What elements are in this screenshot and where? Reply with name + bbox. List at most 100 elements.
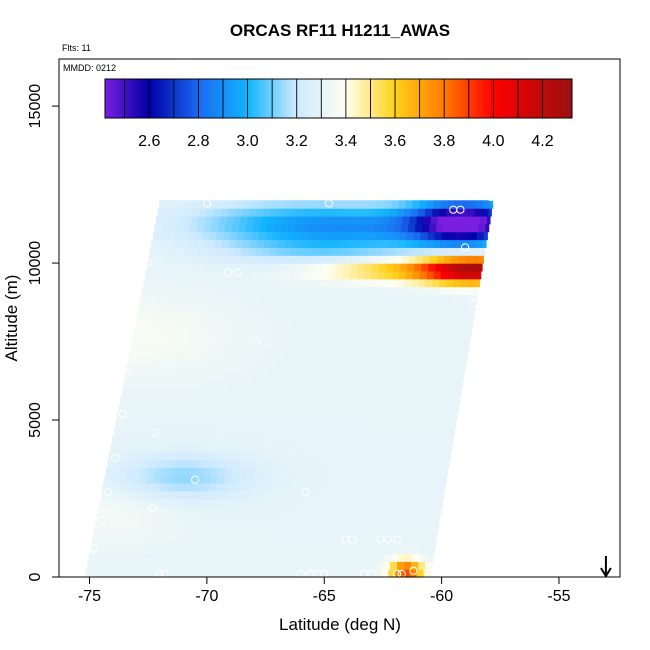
observation-point: [127, 353, 136, 362]
heatmap-cell: [429, 537, 437, 547]
heatmap-cell: [379, 506, 388, 515]
heatmap-cell: [466, 247, 475, 256]
heatmap-cell: [393, 333, 401, 343]
heatmap-cell: [186, 239, 195, 248]
heatmap-cell: [195, 514, 203, 523]
heatmap-cell: [272, 231, 281, 241]
heatmap-cell: [235, 380, 244, 390]
heatmap-cell: [305, 208, 314, 217]
heatmap-cell: [149, 318, 158, 327]
heatmap-cell: [174, 474, 183, 484]
heatmap-cell: [352, 537, 361, 547]
heatmap-cell: [304, 247, 313, 256]
heatmap-cell: [213, 561, 222, 570]
heatmap-cell: [213, 388, 221, 398]
heatmap-cell: [361, 561, 370, 570]
heatmap-cell: [268, 427, 277, 437]
heatmap-cell: [130, 412, 139, 421]
heatmap-cell: [438, 388, 447, 398]
heatmap-cell: [242, 522, 251, 531]
heatmap-cell: [307, 553, 315, 562]
heatmap-cell: [371, 474, 380, 484]
observation-point: [148, 503, 157, 512]
heatmap-cell: [121, 388, 130, 398]
heatmap-cell: [199, 529, 207, 539]
heatmap-cell: [339, 286, 347, 296]
heatmap-cell: [297, 529, 306, 539]
heatmap-cell: [318, 459, 327, 468]
heatmap-cell: [315, 474, 324, 484]
heatmap-cell: [305, 561, 314, 570]
heatmap-cell: [352, 467, 361, 476]
heatmap-cell: [272, 514, 281, 523]
heatmap-cell: [258, 514, 267, 523]
heatmap-cell: [101, 490, 109, 500]
heatmap-cell: [360, 498, 368, 507]
heatmap-cell: [242, 239, 251, 248]
heatmap-cell: [157, 349, 166, 358]
heatmap-cell: [426, 412, 435, 421]
heatmap-cell: [184, 569, 192, 578]
heatmap-cell: [178, 490, 187, 500]
heatmap-cell: [153, 333, 162, 343]
heatmap-cell: [238, 263, 246, 272]
heatmap-cell: [430, 215, 439, 225]
heatmap-cell: [190, 255, 199, 264]
heatmap-cell: [206, 561, 215, 570]
heatmap-cell: [262, 318, 271, 327]
heatmap-cell: [135, 459, 144, 468]
heatmap-cell: [462, 231, 471, 241]
heatmap-cell: [206, 208, 215, 217]
heatmap-cell: [384, 553, 393, 562]
heatmap-cell: [399, 302, 407, 311]
heatmap-cell: [303, 427, 312, 437]
heatmap-cell: [303, 498, 312, 507]
heatmap-cell: [416, 427, 425, 437]
heatmap-cell: [182, 223, 191, 233]
heatmap-cell: [335, 514, 344, 523]
heatmap-cell: [349, 270, 357, 280]
heatmap-cell: [415, 537, 424, 547]
heatmap-cell: [389, 420, 398, 429]
heatmap-cell: [194, 412, 202, 421]
observation-point: [90, 544, 99, 553]
heatmap-cell: [364, 545, 373, 555]
heatmap-cell: [296, 357, 305, 366]
heatmap-cell: [191, 498, 199, 507]
heatmap-cell: [152, 372, 161, 382]
heatmap-cell: [243, 553, 252, 562]
heatmap-cell: [413, 302, 422, 311]
heatmap-cell: [98, 506, 106, 515]
heatmap-cell: [140, 365, 149, 374]
heatmap-cell: [459, 388, 462, 398]
heatmap-cell: [194, 553, 202, 562]
heatmap-cell: [461, 270, 470, 280]
heatmap-cell: [249, 451, 258, 460]
heatmap-cell: [110, 443, 119, 453]
heatmap-cell: [205, 569, 213, 578]
heatmap-cell: [173, 553, 181, 562]
heatmap-cell: [357, 474, 366, 484]
heatmap-cell: [220, 349, 229, 358]
heatmap-cell: [394, 467, 403, 476]
heatmap-cell: [361, 278, 370, 288]
heatmap-cell: [125, 404, 134, 413]
heatmap-cell: [116, 522, 124, 531]
heatmap-cell: [341, 451, 350, 460]
heatmap-cell: [232, 537, 241, 547]
heatmap-cell: [177, 569, 185, 578]
heatmap-cell: [355, 522, 364, 531]
heatmap-cell: [339, 427, 347, 437]
heatmap-cell: [451, 427, 455, 437]
heatmap-cell: [317, 396, 325, 405]
heatmap-cell: [226, 286, 235, 296]
heatmap-cell: [228, 380, 237, 390]
heatmap-cell: [209, 443, 217, 453]
heatmap-cell: [332, 427, 340, 437]
heatmap-cell: [415, 325, 424, 335]
heatmap-cell: [328, 302, 337, 311]
heatmap-cell: [198, 215, 206, 225]
heatmap-cell: [386, 506, 395, 515]
heatmap-cell: [145, 514, 154, 523]
observation-point: [409, 566, 418, 575]
